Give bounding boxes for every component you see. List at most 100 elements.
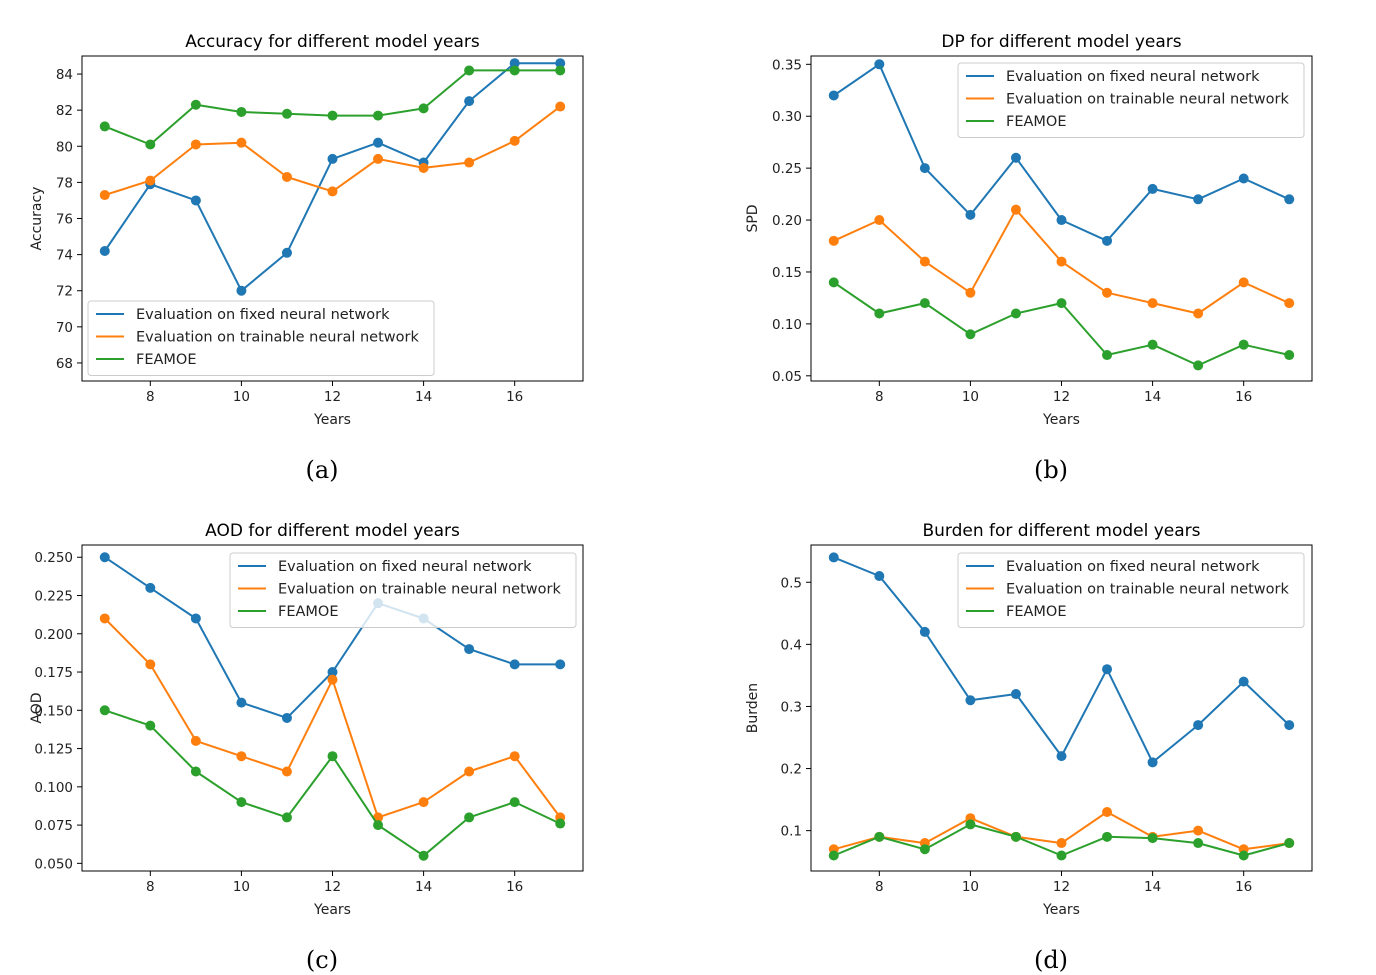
data-point-trainable [1102, 287, 1113, 298]
data-point-feamoe [145, 720, 156, 731]
legend-label: Evaluation on trainable neural network [278, 582, 561, 598]
legend-box [229, 552, 577, 628]
x-axis-label: Years [313, 412, 351, 428]
data-point-trainable [236, 137, 247, 148]
series-line-feamoe [833, 281, 1290, 367]
x-tick-label: 8 [875, 389, 884, 405]
data-point-fixed [509, 58, 520, 69]
y-tick-label: 0.225 [34, 589, 73, 605]
y-axis-label: Burden [745, 683, 761, 733]
y-tick-label: 0.100 [34, 780, 73, 796]
data-point-feamoe [327, 751, 338, 762]
data-point-fixed [965, 209, 976, 220]
y-tick-label: 0.25 [772, 161, 802, 177]
data-point-feamoe [509, 797, 520, 808]
chart-panel-c: AOD for different model years 8 10 12 14 16 0.… [29, 521, 584, 918]
data-point-fixed [1056, 215, 1067, 226]
y-tick-label: 0.150 [34, 703, 73, 719]
data-point-feamoe [464, 812, 475, 823]
data-point-trainable [828, 235, 839, 246]
x-tick-label: 14 [1144, 389, 1161, 405]
data-point-feamoe [373, 820, 384, 831]
y-tick-label: 0.4 [781, 637, 802, 653]
data-point-feamoe [919, 298, 930, 309]
legend-box [957, 62, 1305, 138]
data-point-feamoe [828, 277, 839, 288]
data-point-feamoe [236, 797, 247, 808]
data-point-fixed [145, 582, 156, 593]
data-point-fixed [281, 247, 292, 258]
data-point-feamoe [874, 308, 885, 319]
data-point-fixed [1238, 173, 1249, 184]
legend-label: Evaluation on trainable neural network [1006, 582, 1289, 598]
x-tick-label: 16 [1235, 389, 1252, 405]
data-point-trainable [965, 287, 976, 298]
data-point-fixed [99, 246, 110, 256]
data-point-feamoe [1056, 850, 1067, 861]
data-point-feamoe [1010, 308, 1021, 319]
data-point-trainable [1238, 277, 1249, 288]
data-point-trainable [145, 175, 156, 186]
data-point-fixed [1147, 183, 1158, 194]
data-point-trainable [1056, 838, 1067, 849]
data-point-feamoe [190, 766, 201, 777]
x-tick-label: 10 [233, 389, 250, 405]
x-tick-label: 8 [146, 389, 155, 405]
data-point-fixed [1102, 664, 1113, 675]
panel-caption: (d) [1034, 946, 1068, 974]
data-point-trainable [509, 135, 520, 146]
legend-label: FEAMOE [278, 604, 339, 620]
data-point-fixed [1147, 757, 1158, 768]
data-point-fixed [1102, 235, 1113, 246]
chart-title: DP for different model years [941, 32, 1181, 52]
chart-title: Accuracy for different model years [185, 32, 480, 52]
data-point-trainable [464, 157, 475, 168]
data-point-feamoe [1056, 298, 1067, 309]
data-point-feamoe [1238, 339, 1249, 350]
data-point-feamoe [281, 108, 292, 119]
data-point-fixed [190, 613, 201, 624]
data-point-fixed [1284, 194, 1295, 205]
legend-label: Evaluation on fixed neural network [1006, 559, 1260, 575]
y-tick-label: 0.250 [34, 550, 73, 566]
x-tick-label: 14 [415, 389, 432, 405]
data-point-feamoe [919, 844, 930, 855]
data-point-trainable [281, 171, 292, 182]
data-point-trainable [418, 162, 429, 173]
data-point-trainable [1102, 807, 1113, 818]
y-tick-label: 0.15 [772, 265, 802, 281]
data-point-trainable [327, 186, 338, 197]
chart-title: Burden for different model years [922, 521, 1200, 541]
data-point-feamoe [145, 139, 156, 150]
data-point-feamoe [418, 103, 429, 114]
data-point-fixed [236, 285, 247, 296]
data-point-feamoe [464, 65, 475, 76]
data-point-trainable [327, 674, 338, 685]
panel-caption: (b) [1034, 456, 1068, 484]
data-point-fixed [464, 644, 475, 655]
data-point-trainable [145, 659, 156, 670]
x-axis-label: Years [1042, 412, 1080, 428]
legend-label: Evaluation on fixed neural network [278, 559, 532, 575]
legend: Evaluation on fixed neural network Evalua… [87, 300, 435, 376]
y-axis-label: SPD [745, 204, 761, 232]
data-point-fixed [464, 96, 475, 107]
x-tick-label: 12 [324, 389, 341, 405]
x-tick-label: 16 [506, 879, 523, 895]
data-point-fixed [373, 137, 384, 148]
data-point-feamoe [1147, 339, 1158, 350]
data-point-trainable [1284, 298, 1295, 309]
y-tick-label: 0.2 [781, 762, 802, 778]
y-tick-label: 0.35 [772, 57, 802, 73]
x-axis-label: Years [1042, 902, 1080, 918]
legend: Evaluation on fixed neural network Evalua… [229, 552, 577, 628]
y-tick-label: 0.3 [781, 699, 802, 715]
chart-panel-d: Burden for different model years 8 10 12 14 1… [745, 521, 1313, 918]
data-point-feamoe [1284, 838, 1295, 849]
data-point-feamoe [190, 99, 201, 110]
x-tick-label: 8 [146, 879, 155, 895]
data-point-fixed [327, 153, 338, 164]
data-point-feamoe [418, 850, 429, 861]
data-point-feamoe [1102, 831, 1113, 842]
data-point-fixed [236, 697, 247, 708]
